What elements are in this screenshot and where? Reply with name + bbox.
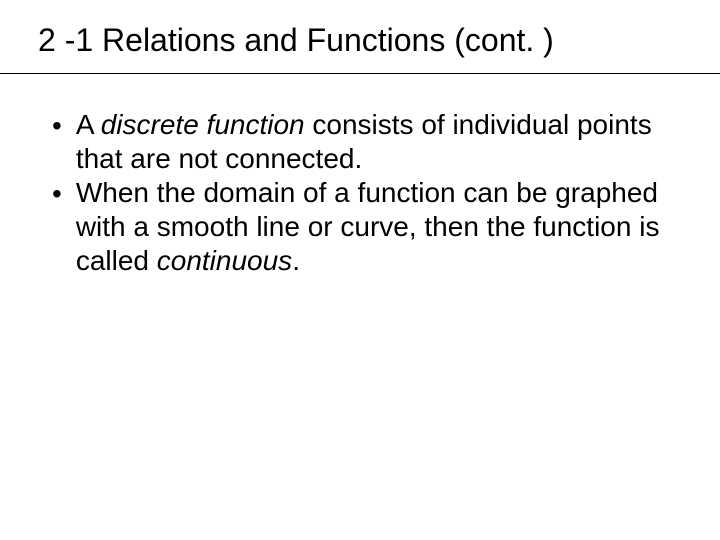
bullet-italic: continuous (157, 245, 292, 276)
slide-container: 2 -1 Relations and Functions (cont. ) • … (0, 0, 720, 540)
bullet-post: . (292, 245, 300, 276)
bullet-text: When the domain of a function can be gra… (76, 176, 670, 278)
bullet-pre: A (76, 109, 101, 140)
bullet-text: A discrete function consists of individu… (76, 108, 670, 176)
bullet-item: • When the domain of a function can be g… (50, 176, 670, 278)
bullet-italic: discrete function (101, 109, 305, 140)
bullet-marker: • (52, 176, 62, 212)
slide-title: 2 -1 Relations and Functions (cont. ) (0, 0, 720, 74)
slide-content: • A discrete function consists of indivi… (0, 74, 720, 278)
bullet-marker: • (52, 108, 62, 144)
bullet-item: • A discrete function consists of indivi… (50, 108, 670, 176)
